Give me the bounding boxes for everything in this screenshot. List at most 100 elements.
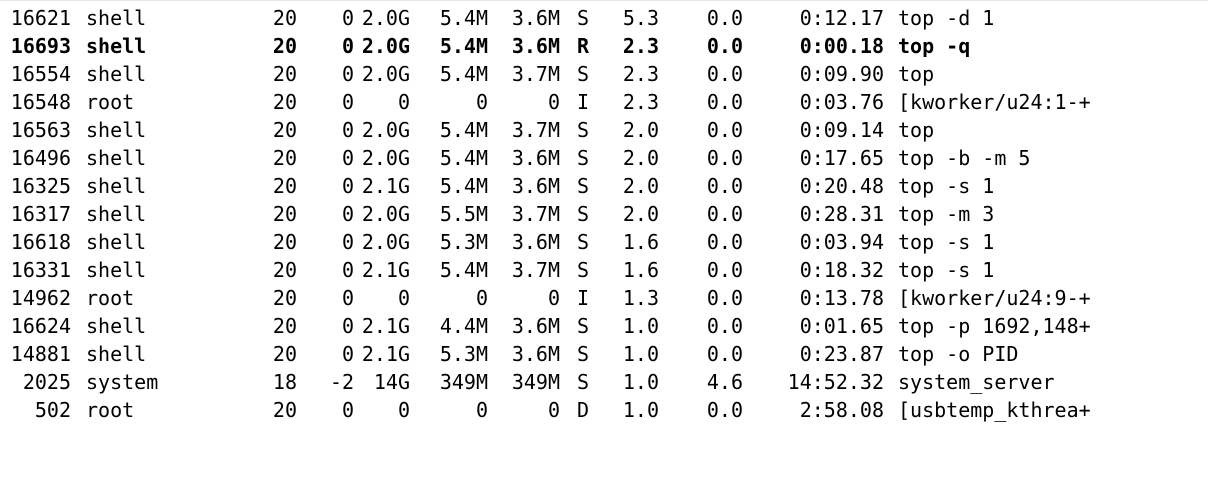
process-row: 16331 shell 20 0 2.1G 5.4M 3.7M S 1.6 0.0 0:18.32 t… xyxy=(0,256,1208,284)
process-state: S xyxy=(577,118,590,142)
nice: -2 xyxy=(329,370,354,394)
cpu-percent: 2.0 xyxy=(622,118,659,142)
mem-percent: 0.0 xyxy=(706,342,743,366)
user: root xyxy=(86,90,135,114)
command: top -d 1 xyxy=(898,6,995,30)
mem-percent: 0.0 xyxy=(706,62,743,86)
pid: 16554 xyxy=(10,62,71,86)
cpu-percent: 5.3 xyxy=(622,6,659,30)
process-row: 16317 shell 20 0 2.0G 5.5M 3.7M S 2.0 0.0 0:28.31 t… xyxy=(0,200,1208,228)
user: shell xyxy=(86,314,147,338)
nice: 0 xyxy=(341,314,354,338)
virtual-memory: 2.0G xyxy=(361,230,410,254)
priority: 20 xyxy=(272,90,297,114)
priority: 20 xyxy=(272,174,297,198)
cpu-time: 0:09.90 xyxy=(799,62,884,86)
pid: 16621 xyxy=(10,6,71,30)
shared-memory: 0 xyxy=(547,90,560,114)
command: top -q xyxy=(898,34,971,58)
pid: 16618 xyxy=(10,230,71,254)
terminal-process-list[interactable]: 16621 shell 20 0 2.0G 5.4M 3.6M S 5.3 0.0 0:12.17 t… xyxy=(0,4,1208,428)
priority: 20 xyxy=(272,6,297,30)
nice: 0 xyxy=(341,6,354,30)
nice: 0 xyxy=(341,146,354,170)
cpu-time: 0:17.65 xyxy=(799,146,884,170)
cpu-time: 0:09.14 xyxy=(799,118,884,142)
mem-percent: 0.0 xyxy=(706,398,743,422)
priority: 20 xyxy=(272,398,297,422)
command: [usbtemp_kthrea+ xyxy=(898,398,1091,422)
virtual-memory: 2.0G xyxy=(361,202,410,226)
nice: 0 xyxy=(341,118,354,142)
resident-memory: 349M xyxy=(439,370,488,394)
pid: 14962 xyxy=(10,286,71,310)
process-state: S xyxy=(577,342,590,366)
user: shell xyxy=(86,62,147,86)
priority: 20 xyxy=(272,286,297,310)
shared-memory: 3.6M xyxy=(511,174,560,198)
process-state: S xyxy=(577,258,590,282)
virtual-memory: 2.0G xyxy=(361,6,410,30)
mem-percent: 0.0 xyxy=(706,174,743,198)
shared-memory: 3.7M xyxy=(511,258,560,282)
priority: 20 xyxy=(272,62,297,86)
process-row: 16563 shell 20 0 2.0G 5.4M 3.7M S 2.0 0.0 0:09.14 t… xyxy=(0,116,1208,144)
shared-memory: 3.7M xyxy=(511,118,560,142)
nice: 0 xyxy=(341,342,354,366)
user: root xyxy=(86,398,135,422)
resident-memory: 5.3M xyxy=(439,230,488,254)
resident-memory: 5.4M xyxy=(439,258,488,282)
process-row: 16548 root 20 0 0 0 0 I 2.3 0.0 0:03.76 [kworker/u2… xyxy=(0,88,1208,116)
cpu-percent: 1.0 xyxy=(622,398,659,422)
user: root xyxy=(86,286,135,310)
user: shell xyxy=(86,258,147,282)
mem-percent: 0.0 xyxy=(706,90,743,114)
command: top xyxy=(898,118,935,142)
pid: 2025 xyxy=(22,370,71,394)
process-row: 2025 system 18 -2 14G 349M 349M S 1.0 4.6 14:52.32… xyxy=(0,368,1208,396)
top-border xyxy=(0,0,1208,1)
user: shell xyxy=(86,146,147,170)
cpu-time: 0:03.94 xyxy=(799,230,884,254)
command: [kworker/u24:9-+ xyxy=(898,286,1091,310)
process-row: 16554 shell 20 0 2.0G 5.4M 3.7M S 2.3 0.0 0:09.90 t… xyxy=(0,60,1208,88)
command: top -b -m 5 xyxy=(898,146,1031,170)
cpu-percent: 1.0 xyxy=(622,370,659,394)
user: shell xyxy=(86,174,147,198)
user: shell xyxy=(86,230,147,254)
process-state: S xyxy=(577,146,590,170)
process-row: 16496 shell 20 0 2.0G 5.4M 3.6M S 2.0 0.0 0:17.65 t… xyxy=(0,144,1208,172)
mem-percent: 0.0 xyxy=(706,146,743,170)
resident-memory: 5.4M xyxy=(439,174,488,198)
process-state: S xyxy=(577,230,590,254)
cpu-percent: 2.0 xyxy=(622,202,659,226)
resident-memory: 0 xyxy=(475,398,488,422)
process-row-current: 16693 shell 20 0 2.0G 5.4M 3.6M R 2.3 0.0 0:00.18 t… xyxy=(0,32,1208,60)
command: top -m 3 xyxy=(898,202,995,226)
cpu-percent: 1.0 xyxy=(622,314,659,338)
pid: 502 xyxy=(34,398,71,422)
virtual-memory: 0 xyxy=(397,286,410,310)
user: shell xyxy=(86,34,147,58)
process-row: 502 root 20 0 0 0 0 D 1.0 0.0 2:58.08 [usbtemp_kthr… xyxy=(0,396,1208,424)
shared-memory: 349M xyxy=(511,370,560,394)
process-state: S xyxy=(577,314,590,338)
virtual-memory: 2.0G xyxy=(361,34,410,58)
priority: 20 xyxy=(272,118,297,142)
pid: 16317 xyxy=(10,202,71,226)
nice: 0 xyxy=(341,202,354,226)
priority: 20 xyxy=(272,202,297,226)
command: [kworker/u24:1-+ xyxy=(898,90,1091,114)
virtual-memory: 2.0G xyxy=(361,118,410,142)
nice: 0 xyxy=(341,258,354,282)
shared-memory: 3.6M xyxy=(511,230,560,254)
process-state: S xyxy=(577,370,590,394)
virtual-memory: 2.1G xyxy=(361,174,410,198)
process-state: D xyxy=(577,398,590,422)
pid: 16331 xyxy=(10,258,71,282)
process-state: I xyxy=(577,90,590,114)
process-state: I xyxy=(577,286,590,310)
virtual-memory: 14G xyxy=(373,370,410,394)
resident-memory: 5.4M xyxy=(439,34,488,58)
shared-memory: 0 xyxy=(547,398,560,422)
